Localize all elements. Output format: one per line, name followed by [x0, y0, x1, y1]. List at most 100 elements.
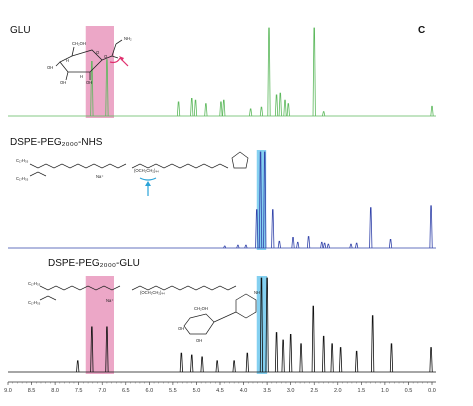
peak-0-7	[222, 99, 226, 117]
peak-0-9	[259, 106, 264, 117]
glu-product-nh-label: NH	[254, 290, 260, 295]
peak-0-2	[176, 101, 181, 117]
peak-0-10	[267, 27, 271, 117]
peak-0-12	[278, 92, 282, 117]
peak-2-14	[299, 343, 303, 373]
glu-product-peg-label: (OCH₂CH₂)₄₄	[140, 290, 165, 295]
nhs-peg-label: (OCH₂CH₂)₄₄	[134, 168, 159, 173]
peak-0-15	[312, 27, 316, 117]
peak-2-19	[355, 350, 359, 373]
peak-2-6	[215, 360, 219, 373]
peak-0-11	[274, 94, 279, 117]
nhs-brace	[139, 177, 157, 181]
peak-2-18	[339, 347, 343, 373]
peak-2-13	[289, 333, 293, 373]
glu-product-ch2oh-label: CH₂OH	[194, 306, 208, 311]
peak-0-13	[283, 99, 287, 117]
peak-1-14	[349, 243, 353, 249]
x-tick-label-8: 5.0	[193, 388, 201, 394]
glu-arrow-head	[119, 56, 124, 61]
peak-0-6	[219, 101, 223, 117]
glu-product-oh-label-1: OH	[178, 326, 184, 331]
x-tick-label-7: 5.5	[169, 388, 177, 394]
x-tick-label-5: 6.5	[122, 388, 130, 394]
glu-oh-label-3: OH	[86, 80, 92, 85]
peak-1-9	[296, 241, 300, 249]
peak-1-7	[277, 240, 281, 249]
peak-1-16	[369, 207, 373, 249]
glu-structure	[55, 39, 123, 81]
peak-1-2	[244, 244, 248, 249]
x-tick-label-6: 6.0	[146, 388, 154, 394]
spectrum-title-dspe-peg-nhs: DSPE-PEG₂₀₀₀-NHS	[10, 137, 103, 148]
peak-2-0	[76, 360, 80, 373]
peak-2-12	[281, 339, 285, 373]
peak-1-3	[255, 209, 259, 249]
x-tick-label-18: 0.0	[428, 388, 436, 394]
peak-1-6	[271, 209, 275, 249]
panel-letter: C	[418, 25, 425, 36]
glu-h-label-2: H	[80, 74, 83, 79]
spectrum-title-dspe-peg-glu: DSPE-PEG₂₀₀₀-GLU	[48, 258, 140, 269]
peak-2-4	[190, 354, 194, 373]
peak-1-8	[291, 237, 295, 249]
peak-2-7	[232, 360, 236, 373]
x-tick-label-1: 8.5	[28, 388, 36, 394]
x-tick-label-3: 7.5	[75, 388, 83, 394]
peak-1-11	[320, 241, 324, 249]
highlight-bands	[85, 26, 268, 374]
glu-oh-label-1: OH	[47, 65, 53, 70]
peak-2-8	[245, 352, 249, 373]
spectrum-traces	[8, 27, 436, 373]
peak-1-0	[223, 245, 227, 249]
peak-2-21	[389, 343, 394, 373]
peak-0-0	[90, 61, 94, 117]
peak-1-12	[322, 242, 327, 249]
nhs-c17-label-1: C₁₇H₃₅	[16, 158, 29, 163]
x-tick-label-0: 9.0	[4, 388, 12, 394]
x-tick-label-16: 1.0	[381, 388, 389, 394]
peak-2-20	[371, 315, 375, 373]
peak-1-17	[388, 238, 393, 249]
peak-0-5	[204, 103, 208, 117]
peak-1-15	[355, 242, 359, 249]
nhs-arrow-head	[145, 181, 151, 186]
peak-1-5	[263, 151, 267, 249]
peak-2-9	[259, 277, 264, 373]
peak-0-4	[193, 99, 198, 117]
peak-0-17	[430, 105, 434, 117]
glu-ch2oh-label: CH₂OH	[72, 41, 86, 46]
glu-product-c17-label-2: C₁₇H₃₅	[28, 300, 41, 305]
x-tick-label-11: 3.5	[263, 388, 271, 394]
peak-1-4	[258, 151, 263, 249]
glu-oh-label-2: OH	[60, 80, 66, 85]
x-tick-label-12: 3.0	[287, 388, 295, 394]
peak-0-14	[286, 103, 290, 117]
peak-2-3	[179, 352, 183, 373]
glu-nh2-label: NH₂	[124, 36, 132, 41]
peak-1-10	[306, 236, 311, 249]
peak-0-8	[249, 108, 253, 117]
glu-h-label-1: H	[66, 58, 69, 63]
peak-1-18	[429, 205, 433, 249]
peak-1-1	[236, 244, 240, 249]
glu-product-oh-label-2: OH	[196, 338, 202, 343]
peak-2-17	[330, 343, 334, 373]
peak-0-16	[322, 111, 326, 117]
x-tick-label-9: 4.5	[216, 388, 224, 394]
glu-product-c17-label-1: C₁₇H₃₅	[28, 281, 41, 286]
dspe-peg-glu-structure	[39, 285, 257, 335]
nhs-na-label: Na⁺	[96, 174, 104, 179]
x-tick-label-14: 2.0	[334, 388, 342, 394]
peak-2-22	[429, 347, 433, 373]
glu-ring-o-label: O	[96, 50, 100, 55]
peak-0-1	[105, 59, 109, 117]
x-tick-label-13: 2.5	[310, 388, 318, 394]
glu-product-na-label: Na⁺	[106, 298, 114, 303]
peak-2-10	[265, 277, 269, 373]
highlight-band-2-0	[85, 276, 114, 374]
peak-2-2	[105, 326, 109, 373]
x-tick-label-10: 4.0	[240, 388, 248, 394]
spectrum-title-glu: GLU	[10, 25, 31, 36]
